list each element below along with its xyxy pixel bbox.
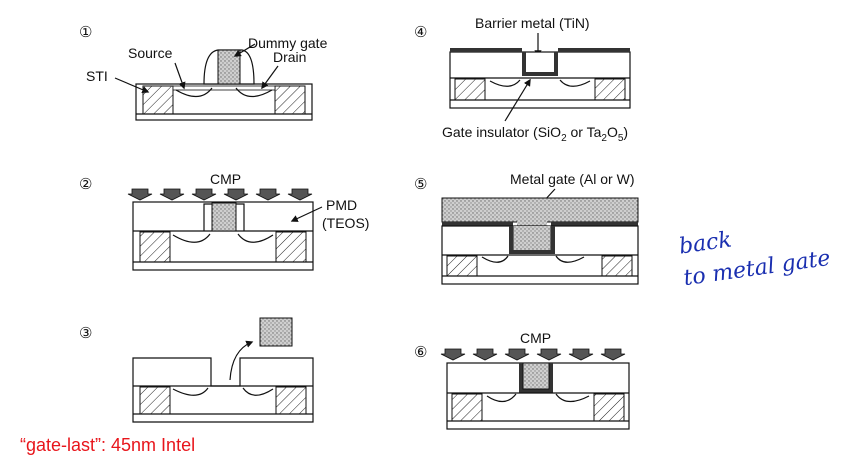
dummy-gate — [211, 202, 237, 232]
dummy-gate — [217, 49, 241, 85]
dummy-gate-label: Dummy gate — [248, 35, 328, 51]
pmd-label: PMD — [326, 197, 357, 213]
gate-insulator-label: Gate insulator (SiO2 or Ta2O5) — [442, 124, 628, 144]
caption: “gate-last”: 45nm Intel — [20, 435, 195, 455]
teos-label: (TEOS) — [322, 215, 369, 231]
sti-region — [594, 78, 626, 101]
sti-region — [139, 231, 171, 263]
step-number: ⑤ — [414, 176, 427, 193]
drain-label: Drain — [273, 49, 306, 65]
step-3: ③ — [79, 317, 314, 423]
metal-gate-fill — [441, 197, 639, 223]
sti-region — [275, 231, 307, 263]
step-number: ① — [79, 24, 92, 41]
sti-region — [601, 255, 633, 277]
sti-region — [454, 78, 486, 101]
annotation-line-1: back — [677, 227, 733, 259]
sti-region — [593, 393, 625, 422]
cmp-label: CMP — [520, 330, 551, 346]
source-label: Source — [128, 45, 173, 61]
barrier-metal-label: Barrier metal (TiN) — [475, 15, 590, 31]
step-number: ③ — [79, 325, 92, 342]
cmp-arrows — [440, 348, 626, 361]
removal-arrow — [229, 340, 254, 381]
step-number: ⑥ — [414, 344, 427, 361]
step-1: ① STI Source Dummy gate Drain — [79, 24, 328, 121]
sti-region — [451, 393, 483, 422]
cmp-arrows — [127, 188, 313, 201]
sti-region — [275, 386, 307, 415]
sti-region — [446, 255, 478, 277]
sti-region — [274, 85, 306, 115]
source-junction — [175, 87, 213, 98]
drain-junction — [235, 87, 273, 98]
removed-dummy-gate — [259, 317, 293, 347]
step-number: ④ — [414, 24, 427, 41]
metal-gate-label: Metal gate (Al or W) — [510, 171, 634, 187]
step-4: ④ Barrier metal (TiN) Gate insulator (Si… — [414, 15, 631, 144]
step-2: ② CMP PMD (TEOS) — [79, 171, 369, 271]
sti-region — [139, 386, 171, 415]
step-number: ② — [79, 176, 92, 193]
cmp-label: CMP — [210, 171, 241, 187]
barrier-metal — [450, 48, 630, 76]
metal-gate — [522, 362, 550, 390]
step-5: ⑤ Metal gate (Al or W) — [414, 171, 639, 285]
barrier-metal — [442, 222, 638, 254]
sti-label: STI — [86, 68, 108, 84]
step-6: ⑥ CMP — [414, 330, 630, 430]
sti-region — [142, 85, 174, 115]
handwritten-annotation: back to metal gate — [677, 227, 832, 291]
